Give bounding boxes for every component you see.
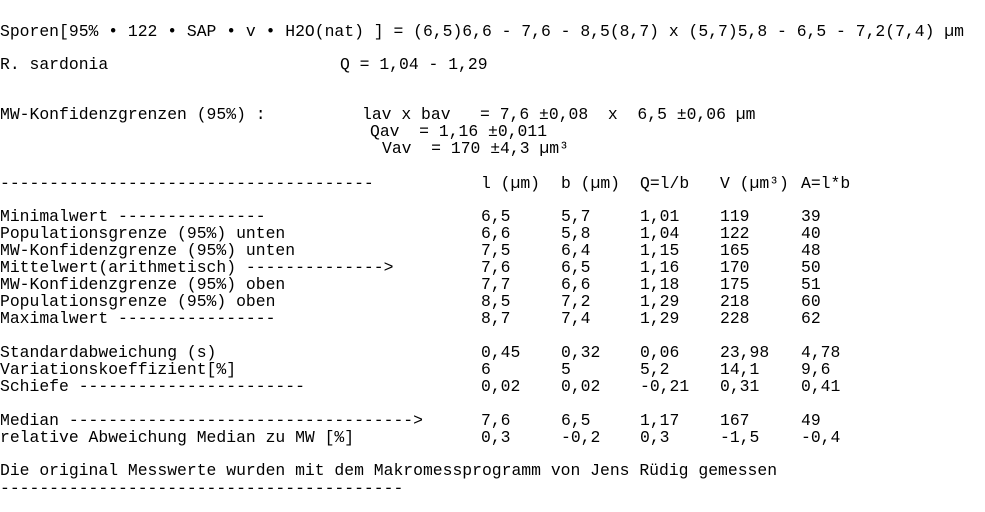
table-cell: 165 <box>720 241 750 260</box>
table-cell: 6,4 <box>561 241 591 260</box>
table-cell: -0,2 <box>561 428 601 447</box>
confidence-vav: Vav = 170 ±4,3 µm³ <box>382 139 569 158</box>
table-cell: 9,6 <box>801 360 831 379</box>
table-cell: 0,06 <box>640 343 680 362</box>
confidence-lav-bav: lav x bav = 7,6 ±0,08 x 6,5 ±0,06 µm <box>362 105 756 124</box>
table-cell: -0,4 <box>801 428 841 447</box>
table-cell: 8,7 <box>481 309 511 328</box>
confidence-label: MW-Konfidenzgrenzen (95%) : <box>0 105 266 124</box>
table-cell: 1,01 <box>640 207 680 226</box>
table-cell: 1,16 <box>640 258 680 277</box>
table-cell: 228 <box>720 309 750 328</box>
row-label: MW-Konfidenzgrenze (95%) unten <box>0 241 296 260</box>
column-header: V (µm³) <box>720 174 789 193</box>
footer-note: Die original Messwerte wurden mit dem Ma… <box>0 461 778 480</box>
row-label: Populationsgrenze (95%) unten <box>0 224 286 243</box>
table-cell: 7,7 <box>481 275 511 294</box>
table-cell: 62 <box>801 309 821 328</box>
table-cell: 0,32 <box>561 343 601 362</box>
row-label: Schiefe ----------------------- <box>0 377 305 396</box>
table-cell: 170 <box>720 258 750 277</box>
column-header: l (µm) <box>481 174 541 193</box>
table-cell: 122 <box>720 224 750 243</box>
table-cell: 175 <box>720 275 750 294</box>
confidence-qav: Qav = 1,16 ±0,011 <box>370 122 548 141</box>
table-cell: 50 <box>801 258 821 277</box>
column-header: b (µm) <box>561 174 621 193</box>
table-cell: 23,98 <box>720 343 770 362</box>
table-cell: 5,2 <box>640 360 670 379</box>
species-name: R. sardonia <box>0 55 109 74</box>
table-cell: 6,6 <box>481 224 511 243</box>
row-label: MW-Konfidenzgrenze (95%) oben <box>0 275 286 294</box>
table-cell: 4,78 <box>801 343 841 362</box>
table-cell: 0,45 <box>481 343 521 362</box>
table-cell: 40 <box>801 224 821 243</box>
table-cell: 8,5 <box>481 292 511 311</box>
table-cell: 7,5 <box>481 241 511 260</box>
row-label: Populationsgrenze (95%) oben <box>0 292 276 311</box>
table-cell: 218 <box>720 292 750 311</box>
row-label: Mittelwert(arithmetisch) --------------> <box>0 258 394 277</box>
table-cell: 167 <box>720 411 750 430</box>
table-cell: 1,17 <box>640 411 680 430</box>
table-cell: 1,29 <box>640 309 680 328</box>
row-label: Median ---------------------------------… <box>0 411 423 430</box>
table-cell: 7,6 <box>481 258 511 277</box>
table-cell: 0,3 <box>640 428 670 447</box>
table-cell: 7,2 <box>561 292 591 311</box>
table-cell: 7,4 <box>561 309 591 328</box>
spore-measurement-line: Sporen[95% • 122 • SAP • v • H2O(nat) ] … <box>0 22 964 41</box>
table-cell: 6,6 <box>561 275 591 294</box>
table-cell: 1,18 <box>640 275 680 294</box>
table-cell: 39 <box>801 207 821 226</box>
row-label: Standardabweichung (s) <box>0 343 217 362</box>
table-cell: -1,5 <box>720 428 760 447</box>
table-cell: 48 <box>801 241 821 260</box>
table-cell: 6 <box>481 360 491 379</box>
table-cell: 0,3 <box>481 428 511 447</box>
q-range: Q = 1,04 - 1,29 <box>340 55 488 74</box>
table-cell: 0,41 <box>801 377 841 396</box>
column-header: Q=l/b <box>640 174 690 193</box>
table-cell: 5,8 <box>561 224 591 243</box>
table-cell: 7,6 <box>481 411 511 430</box>
table-cell: 49 <box>801 411 821 430</box>
table-cell: 1,04 <box>640 224 680 243</box>
table-cell: 6,5 <box>481 207 511 226</box>
table-cell: 5,7 <box>561 207 591 226</box>
table-cell: 0,02 <box>561 377 601 396</box>
row-label: relative Abweichung Median zu MW [%] <box>0 428 355 447</box>
footer-separator: ----------------------------------------… <box>0 479 404 498</box>
table-cell: 0,02 <box>481 377 521 396</box>
table-cell: 51 <box>801 275 821 294</box>
row-label: Maximalwert ---------------- <box>0 309 276 328</box>
row-label: Variationskoeffizient[%] <box>0 360 237 379</box>
table-cell: 5 <box>561 360 571 379</box>
table-cell: 1,29 <box>640 292 680 311</box>
table-cell: 6,5 <box>561 411 591 430</box>
table-cell: 6,5 <box>561 258 591 277</box>
table-cell: 0,31 <box>720 377 760 396</box>
row-label: Minimalwert --------------- <box>0 207 266 226</box>
column-header: A=l*b <box>801 174 851 193</box>
table-cell: 60 <box>801 292 821 311</box>
table-cell: 14,1 <box>720 360 760 379</box>
table-cell: 1,15 <box>640 241 680 260</box>
table-cell: -0,21 <box>640 377 690 396</box>
table-cell: 119 <box>720 207 750 226</box>
table-separator: -------------------------------------- <box>0 174 374 193</box>
